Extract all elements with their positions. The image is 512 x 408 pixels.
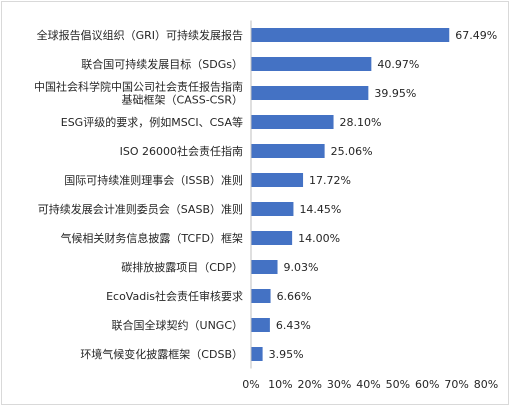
- x-tick-label: 80%: [474, 378, 498, 391]
- bar: [251, 260, 278, 274]
- x-tick-label: 40%: [356, 378, 380, 391]
- category-label: 碳排放披露项目（CDP）: [121, 260, 243, 274]
- x-tick-label: 60%: [415, 378, 439, 391]
- category-label: 联合国可持续发展目标（SDGs）: [81, 57, 243, 71]
- category-label: 国际可持续准则理事会（ISSB）准则: [64, 173, 243, 187]
- bar: [251, 115, 334, 129]
- bar: [251, 144, 325, 158]
- bar: [251, 57, 372, 71]
- bar: [251, 231, 293, 245]
- category-label: ISO 26000社会责任指南: [120, 144, 243, 158]
- value-label: 25.06%: [331, 145, 373, 158]
- x-tick-label: 10%: [268, 378, 292, 391]
- category-label: 可持续发展会计准则委员会（SASB）准则: [38, 202, 243, 216]
- category-label: 环境气候变化披露框架（CDSB）: [80, 347, 243, 361]
- bar: [251, 318, 270, 332]
- category-label: 中国社会科学院中国公司社会责任报告指南基础框架（CASS-CSR）: [34, 80, 243, 107]
- x-tick-label: 0%: [242, 378, 259, 391]
- value-label: 14.45%: [299, 203, 341, 216]
- bar: [251, 289, 271, 303]
- value-label: 40.97%: [377, 58, 419, 71]
- x-tick-label: 50%: [386, 378, 410, 391]
- value-label: 6.43%: [276, 319, 311, 332]
- category-label: 全球报告倡议组织（GRI）可持续发展报告: [37, 28, 243, 42]
- category-label: 气候相关财务信息披露（TCFD）框架: [60, 231, 243, 245]
- category-label: 联合国全球契约（UNGC）: [112, 318, 243, 332]
- value-label: 14.00%: [298, 232, 340, 245]
- category-label: ESG评级的要求，例如MSCI、CSA等: [61, 115, 243, 129]
- x-tick-label: 20%: [298, 378, 322, 391]
- bar: [251, 173, 304, 187]
- x-tick-label: 30%: [327, 378, 351, 391]
- x-tick-label: 70%: [444, 378, 468, 391]
- value-label: 39.95%: [374, 87, 416, 100]
- value-label: 67.49%: [455, 29, 497, 42]
- value-label: 6.66%: [277, 290, 312, 303]
- bar: [251, 202, 294, 216]
- bar: [251, 28, 450, 42]
- bar: [251, 86, 369, 100]
- value-label: 17.72%: [309, 174, 351, 187]
- value-label: 28.10%: [340, 116, 382, 129]
- category-label: EcoVadis社会责任审核要求: [106, 289, 243, 303]
- value-label: 9.03%: [284, 261, 319, 274]
- bar: [251, 347, 263, 361]
- value-label: 3.95%: [269, 348, 304, 361]
